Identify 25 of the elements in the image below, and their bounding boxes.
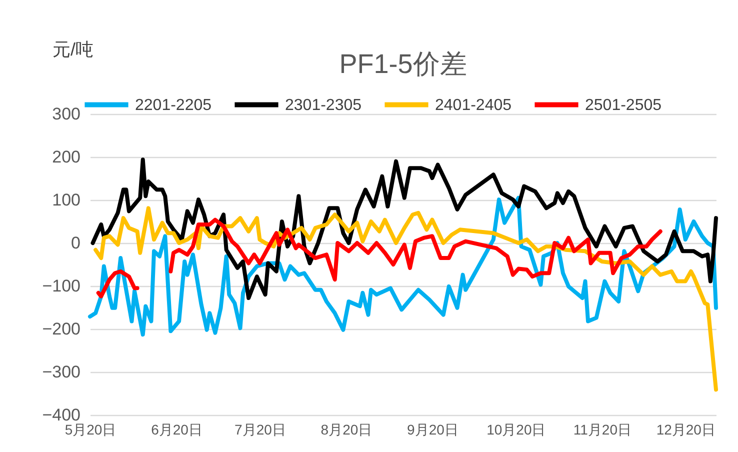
x-tick-label: 11月20日 xyxy=(573,422,632,438)
x-tick-label: 5月20日 xyxy=(64,422,116,438)
legend-label: 2401-2405 xyxy=(435,96,512,114)
chart-title: PF1-5价差 xyxy=(339,49,467,79)
line-series xyxy=(94,206,718,392)
y-tick-label: −400 xyxy=(42,406,80,424)
line-series xyxy=(88,196,718,337)
y-tick-label: −300 xyxy=(42,362,80,382)
line-series xyxy=(90,158,718,300)
x-tick-label: 7月20日 xyxy=(234,422,286,438)
legend-label: 2201-2205 xyxy=(135,96,212,114)
x-tick-label: 12月20日 xyxy=(656,422,716,438)
legend-label: 2301-2305 xyxy=(285,96,362,114)
x-tick-label: 9月20日 xyxy=(407,422,458,438)
y-tick-label: 300 xyxy=(52,104,80,124)
y-tick-label: −100 xyxy=(42,276,80,296)
legend-label: 2501-2505 xyxy=(585,96,662,114)
x-tick-label: 6月20日 xyxy=(151,422,202,438)
y-tick-label: 100 xyxy=(52,190,80,210)
y-tick-label: −200 xyxy=(42,320,80,338)
y-axis-title: 元/吨 xyxy=(52,40,94,60)
y-tick-label: 200 xyxy=(52,148,80,166)
x-tick-label: 8月20日 xyxy=(320,422,372,438)
x-tick-label: 10月20日 xyxy=(486,422,546,438)
y-tick-label: 0 xyxy=(71,234,80,252)
